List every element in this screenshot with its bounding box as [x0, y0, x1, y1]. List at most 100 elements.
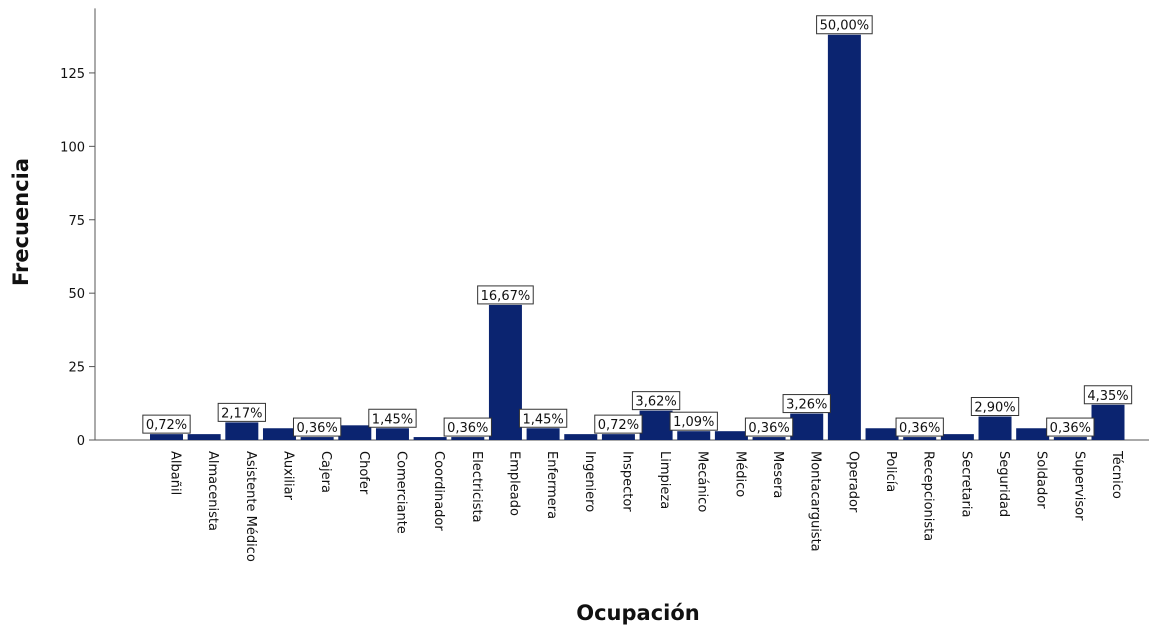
data-label-box [217, 402, 266, 422]
data-label-text: 50,00% [820, 19, 870, 34]
bar [225, 422, 259, 440]
data-label-text: 1,09% [673, 415, 714, 430]
x-tick-label: Enfermera [544, 451, 559, 519]
bar [488, 304, 522, 440]
data-label-text: 0,72% [146, 418, 187, 433]
y-tick-label: 0 [77, 434, 85, 449]
data-label: 1,45% [368, 408, 417, 428]
y-tick-label: 75 [68, 214, 85, 229]
x-tick-label: Policía [883, 451, 898, 492]
data-label: 1,45% [518, 408, 568, 428]
bar [451, 437, 485, 440]
data-label-text: 0,36% [1050, 421, 1091, 436]
bar [526, 428, 560, 440]
data-label: 16,67% [477, 285, 534, 305]
x-tick-label: Cajera [318, 451, 333, 493]
data-label: 0,72% [142, 414, 191, 434]
data-label-text: 0,36% [899, 421, 940, 436]
data-label-text: 3,62% [635, 395, 676, 410]
y-tick-label: 50 [68, 287, 85, 302]
data-label-box [142, 414, 191, 434]
x-tick-label: Comerciante [393, 451, 408, 534]
bar [714, 431, 748, 440]
bar [978, 416, 1012, 440]
data-label-box [594, 414, 643, 434]
data-label-box [631, 391, 681, 411]
x-tick-label: Médico [732, 451, 747, 497]
bar [865, 428, 899, 440]
data-label: 4,35% [1083, 385, 1133, 405]
data-label-box [368, 408, 417, 428]
x-tick-label: Chofer [356, 451, 371, 495]
x-tick-label: Electricista [469, 451, 484, 523]
data-label: 0,72% [594, 414, 643, 434]
bar [1091, 404, 1125, 440]
data-label-box [669, 411, 718, 431]
bar [1053, 437, 1087, 440]
bar [940, 434, 974, 440]
bar [262, 428, 296, 440]
data-label-box [744, 417, 794, 437]
data-label-box [782, 394, 831, 414]
x-tick-label: Montacarguista [808, 451, 823, 552]
bar [601, 434, 635, 440]
x-tick-label: Soldador [1034, 451, 1049, 509]
data-label: 2,17% [217, 402, 266, 422]
x-tick-label: Almacenista [205, 451, 220, 531]
bar [1016, 428, 1050, 440]
data-label-box [1046, 417, 1095, 437]
y-tick-label: 25 [68, 361, 85, 376]
bar [150, 434, 183, 440]
data-label-box [1083, 385, 1133, 405]
data-label: 0,36% [895, 417, 944, 437]
x-tick-label: Operador [845, 451, 860, 513]
bar [375, 428, 409, 440]
x-tick-label: Técnico [1109, 450, 1124, 499]
x-tick-label: Empleado [506, 451, 521, 516]
x-tick-label: Limpieza [657, 451, 672, 509]
x-tick-label: Mecánico [695, 451, 710, 512]
data-label-text: 3,26% [786, 398, 827, 413]
data-labels: 0,72% 2,17% 0,36% 1,45% 0,36% 16,67% 1,45% 0,72… [142, 15, 1133, 437]
data-label-box [443, 417, 492, 437]
x-tick-label: Albañil [168, 451, 183, 495]
x-tick-label: Inspector [619, 451, 634, 512]
data-label-text: 0,36% [447, 421, 488, 436]
data-label-text: 0,72% [598, 418, 639, 433]
bar [413, 437, 447, 440]
data-label: 0,36% [292, 417, 342, 437]
x-tick-label: Asistente Médico [243, 451, 258, 562]
data-label: 0,36% [744, 417, 794, 437]
y-axis: 0 25 50 75 100 125 [60, 8, 1149, 449]
bar [639, 410, 673, 440]
x-tick-label: Seguridad [996, 451, 1011, 517]
data-label-box [477, 285, 534, 305]
x-tick-label: Mesera [770, 451, 785, 498]
data-label-box [970, 397, 1020, 417]
bar [187, 434, 221, 440]
bar [790, 413, 824, 440]
data-label-text: 16,67% [481, 289, 531, 304]
x-tick-label: Ingeniero [582, 451, 597, 512]
bar [564, 434, 598, 440]
data-label-text: 1,45% [522, 412, 563, 427]
data-label: 0,36% [1046, 417, 1095, 437]
bar [338, 425, 372, 440]
data-label: 3,26% [782, 394, 831, 414]
y-axis-title: Frecuencia [9, 158, 33, 286]
x-tick-label: Auxiliar [280, 451, 295, 501]
data-label-text: 0,36% [296, 421, 337, 436]
bar [752, 437, 786, 440]
data-label-text: 1,45% [372, 412, 413, 427]
data-label-text: 0,36% [748, 421, 789, 436]
data-label-box [518, 408, 568, 428]
x-axis-tick-labels: Albañil Almacenista Asistente Médico Auxili… [168, 450, 1125, 562]
data-label-text: 2,90% [974, 401, 1015, 416]
data-label-box [292, 417, 342, 437]
x-tick-label: Coordinador [431, 451, 446, 531]
data-label-text: 4,35% [1087, 389, 1128, 404]
x-tick-label: Supervisor [1071, 451, 1086, 521]
data-label-box [895, 417, 944, 437]
data-label: 50,00% [816, 15, 873, 35]
